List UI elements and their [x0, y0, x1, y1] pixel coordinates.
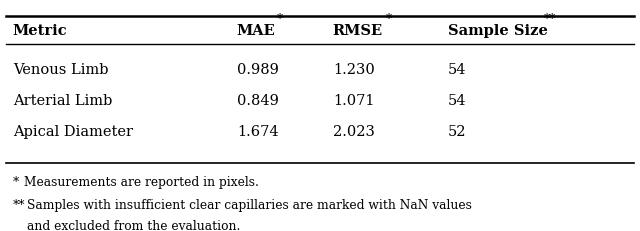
Text: 2.023: 2.023	[333, 125, 374, 139]
Text: 52: 52	[448, 125, 467, 139]
Text: 54: 54	[448, 94, 467, 107]
Text: 1.071: 1.071	[333, 94, 374, 107]
Text: **: **	[544, 13, 556, 26]
Text: Sample Size: Sample Size	[448, 24, 548, 37]
Text: RMSE: RMSE	[333, 24, 383, 37]
Text: *: *	[385, 13, 392, 26]
Text: 54: 54	[448, 62, 467, 76]
Text: Measurements are reported in pixels.: Measurements are reported in pixels.	[24, 175, 259, 188]
Text: Samples with insufficient clear capillaries are marked with NaN values: Samples with insufficient clear capillar…	[27, 198, 472, 211]
Text: and excluded from the evaluation.: and excluded from the evaluation.	[27, 219, 240, 231]
Text: *: *	[277, 13, 284, 26]
Text: Venous Limb: Venous Limb	[13, 62, 108, 76]
Text: Metric: Metric	[13, 24, 67, 37]
Text: 1.674: 1.674	[237, 125, 278, 139]
Text: 1.230: 1.230	[333, 62, 374, 76]
Text: Apical Diameter: Apical Diameter	[13, 125, 133, 139]
Text: 0.989: 0.989	[237, 62, 278, 76]
Text: 0.849: 0.849	[237, 94, 278, 107]
Text: *: *	[13, 175, 19, 188]
Text: MAE: MAE	[237, 24, 276, 37]
Text: **: **	[13, 198, 26, 211]
Text: Arterial Limb: Arterial Limb	[13, 94, 112, 107]
